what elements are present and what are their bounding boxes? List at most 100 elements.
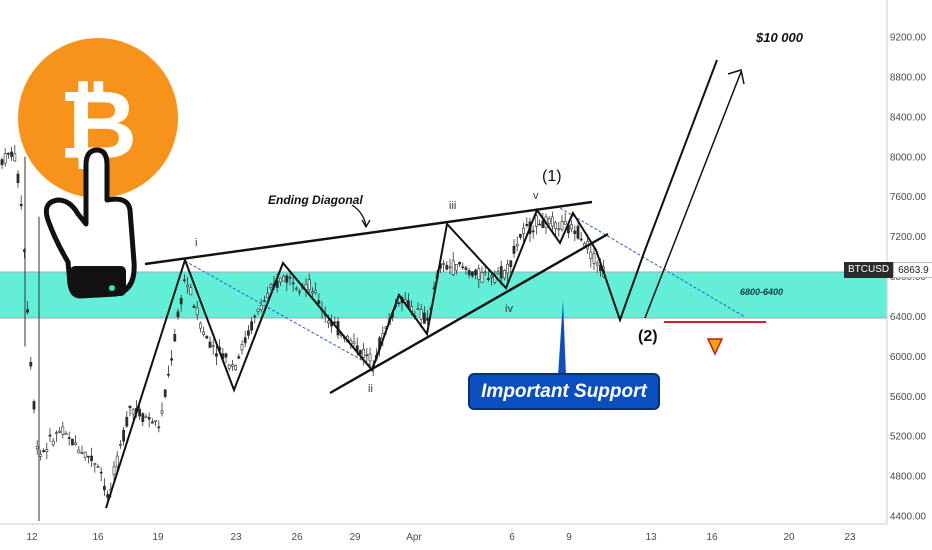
candle-body (512, 245, 516, 254)
candle-body (67, 437, 71, 439)
candle-body (550, 216, 554, 227)
candle-body (26, 309, 30, 313)
candle-body (61, 426, 65, 435)
candle-body (163, 389, 167, 397)
candle-body (582, 243, 586, 247)
wave-ii-label: ii (368, 383, 373, 395)
wave-i-label: i (195, 237, 197, 249)
candle-body (442, 263, 446, 265)
candle-body (480, 272, 484, 283)
candle-body (576, 225, 580, 239)
candle-body (458, 261, 462, 265)
candle-body (525, 224, 529, 226)
candle-body (448, 266, 452, 269)
candle-body (467, 270, 471, 276)
candle-body (557, 228, 561, 231)
channel-upper-line (184, 260, 375, 368)
candle-body (35, 445, 39, 450)
y-tick-label: 6000.00 (890, 352, 927, 363)
x-tick-label: 19 (152, 532, 164, 543)
candle-body (179, 298, 183, 305)
support-pointer (558, 300, 566, 376)
candle-body (256, 308, 260, 312)
candle-body (531, 230, 535, 233)
candle-body (518, 234, 522, 238)
candle-body (231, 364, 234, 367)
candle-body (160, 410, 164, 414)
candle-body (224, 353, 228, 358)
candle-body (317, 300, 321, 304)
x-tick-label: Apr (406, 532, 422, 543)
pointing-hand-icon (43, 147, 137, 299)
wave-iv-label: iv (505, 303, 513, 315)
projection-arrow-head (727, 69, 745, 85)
candle-body (541, 220, 545, 228)
candle-body (573, 230, 577, 235)
candle-body (147, 417, 151, 420)
wave-iii-label: iii (449, 200, 456, 212)
candle-body (579, 238, 583, 241)
candle-body (275, 280, 279, 288)
candle-body (83, 451, 87, 458)
candle-body (509, 260, 513, 267)
candle-body (269, 284, 273, 288)
x-tick-label: 23 (230, 532, 242, 543)
candle-body (592, 253, 596, 264)
candle-body (416, 308, 420, 310)
x-tick-label: 12 (26, 532, 38, 543)
candle-body (464, 267, 468, 270)
wave-1-label: (1) (542, 168, 562, 185)
candle-body (445, 264, 449, 270)
candle-body (291, 282, 295, 285)
important-support-box: Important Support (468, 373, 660, 410)
x-tick-label: 9 (566, 532, 572, 543)
candle-body (243, 337, 247, 344)
down-triangle-icon (706, 338, 724, 356)
candle-body (42, 450, 46, 452)
candle-body (250, 321, 254, 331)
candle-body (186, 284, 190, 288)
important-support-label: Important Support (481, 380, 647, 402)
candle-body (202, 331, 206, 335)
candle-body (595, 262, 599, 266)
candle-body (122, 429, 126, 442)
projection-arrow-line (644, 71, 742, 319)
candle-body (282, 276, 286, 282)
candle-body (58, 430, 62, 433)
y-tick-label: 7600.00 (890, 192, 927, 203)
price-badge: BTCUSD 6863.9 (844, 262, 932, 278)
candle-body (589, 251, 593, 260)
candle-body (506, 263, 510, 274)
candle-body (253, 315, 257, 318)
candle-body (80, 452, 84, 454)
candle-body (195, 307, 199, 315)
candle-body (285, 275, 289, 283)
candle-body (32, 401, 36, 410)
candle-body (51, 440, 55, 446)
candle-body (262, 300, 266, 303)
x-tick-label: 20 (783, 532, 795, 543)
y-tick-label: 8400.00 (890, 112, 927, 123)
candle-body (490, 275, 494, 278)
candle-body (563, 221, 567, 225)
y-tick-label: 6400.00 (890, 312, 927, 323)
candle-body (451, 260, 455, 275)
candle-body (131, 409, 135, 415)
y-tick-label: 5600.00 (890, 392, 927, 403)
candle-body (7, 152, 10, 155)
candle-body (486, 277, 490, 281)
candle-body (103, 485, 106, 491)
candle-body (483, 271, 487, 274)
candle-body (422, 312, 426, 324)
candle-body (189, 287, 193, 296)
candle-body (54, 432, 58, 435)
candle-body (167, 373, 170, 376)
candle-body (278, 277, 282, 283)
candle-body (310, 291, 314, 294)
y-tick-label: 9200.00 (890, 33, 927, 44)
candle-body (16, 173, 20, 184)
candle-body (358, 350, 362, 355)
candle-body (570, 224, 574, 230)
candle-body (71, 438, 74, 446)
